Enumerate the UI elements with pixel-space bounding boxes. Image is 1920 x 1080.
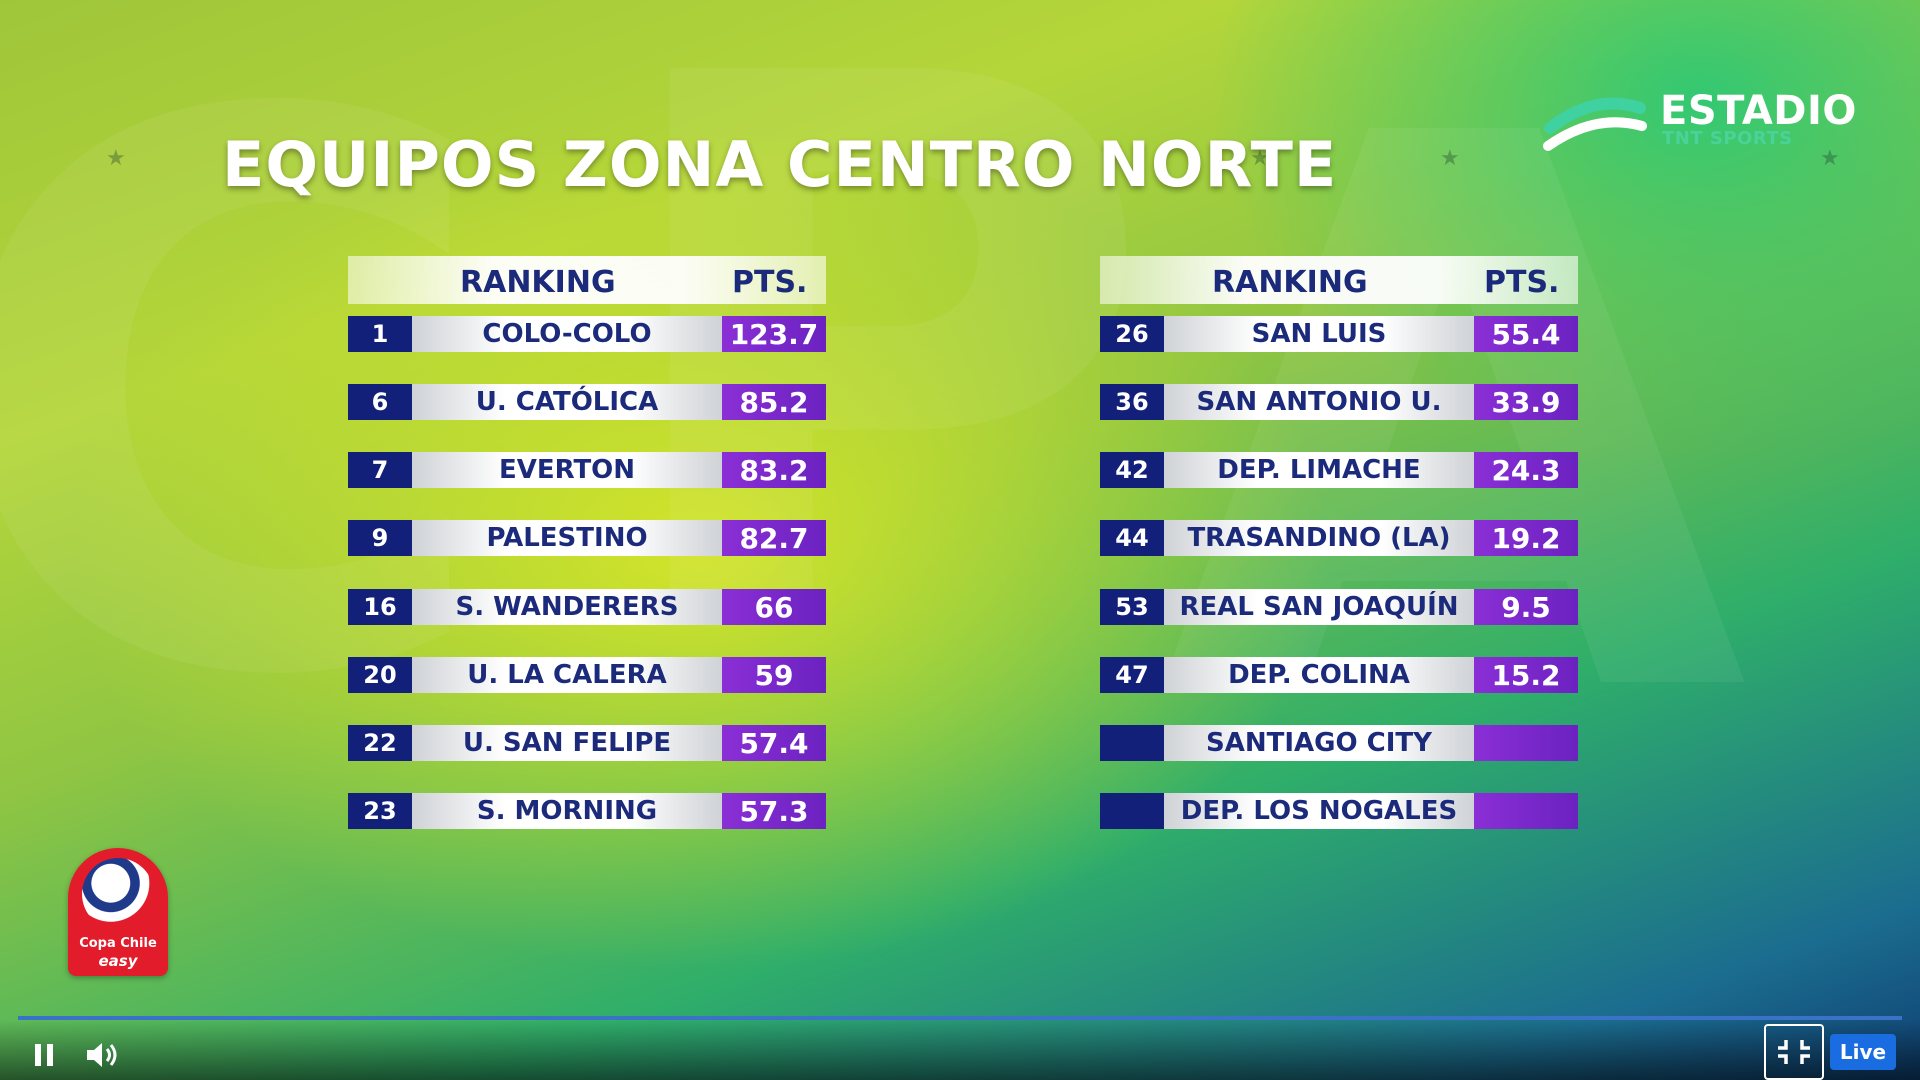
pts-cell: 82.7 — [722, 520, 826, 556]
page-title: EQUIPOS ZONA CENTRO NORTE — [222, 128, 1338, 201]
header-pts: PTS. — [1484, 265, 1560, 300]
pts-cell: 33.9 — [1474, 384, 1578, 420]
rank-cell: 36 — [1100, 384, 1164, 420]
pts-cell: 9.5 — [1474, 589, 1578, 625]
pts-cell: 57.3 — [722, 793, 826, 829]
copa-logo-line1: Copa Chile — [79, 936, 157, 951]
team-cell: REAL SAN JOAQUÍN — [1164, 589, 1474, 625]
exit-fullscreen-icon — [1778, 1040, 1810, 1064]
background-letter-p: P — [600, 0, 1158, 802]
logo-wordmark: ESTADIO — [1660, 88, 1857, 134]
team-cell: TRASANDINO (LA) — [1164, 520, 1474, 556]
team-cell: DEP. LOS NOGALES — [1164, 793, 1474, 829]
pts-cell: 55.4 — [1474, 316, 1578, 352]
rank-cell: 53 — [1100, 589, 1164, 625]
pts-cell: 83.2 — [722, 452, 826, 488]
rank-cell: 26 — [1100, 316, 1164, 352]
pts-cell: 19.2 — [1474, 520, 1578, 556]
team-cell: DEP. COLINA — [1164, 657, 1474, 693]
team-cell: PALESTINO — [412, 520, 722, 556]
rank-cell: 9 — [348, 520, 412, 556]
table-row: 6 U. CATÓLICA 85.2 — [348, 384, 826, 420]
team-cell: EVERTON — [412, 452, 722, 488]
rank-cell — [1100, 725, 1164, 761]
pts-cell: 59 — [722, 657, 826, 693]
copa-chile-logo: Copa Chile easy — [68, 848, 168, 976]
rank-cell: 1 — [348, 316, 412, 352]
ranking-table-left: RANKING PTS. 1 COLO-COLO 123.7 6 U. CATÓ… — [348, 256, 826, 829]
table-row: 16 S. WANDERERS 66 — [348, 589, 826, 625]
copa-logo-line2: easy — [98, 952, 138, 970]
pts-cell: 123.7 — [722, 316, 826, 352]
team-cell: SANTIAGO CITY — [1164, 725, 1474, 761]
rank-cell: 6 — [348, 384, 412, 420]
table-row: 20 U. LA CALERA 59 — [348, 657, 826, 693]
rank-cell: 23 — [348, 793, 412, 829]
team-cell: SAN LUIS — [1164, 316, 1474, 352]
rank-cell — [1100, 793, 1164, 829]
pts-cell: 85.2 — [722, 384, 826, 420]
pause-icon — [35, 1044, 41, 1066]
team-cell: COLO-COLO — [412, 316, 722, 352]
star-icon: ★ — [1440, 146, 1460, 171]
rank-cell: 42 — [1100, 452, 1164, 488]
rank-cell: 47 — [1100, 657, 1164, 693]
team-cell: U. CATÓLICA — [412, 384, 722, 420]
team-cell: U. LA CALERA — [412, 657, 722, 693]
pts-cell — [1474, 793, 1578, 829]
logo-subtext: TNT SPORTS — [1662, 128, 1793, 149]
table-row: DEP. LOS NOGALES — [1100, 793, 1578, 829]
table-row: 36 SAN ANTONIO U. 33.9 — [1100, 384, 1578, 420]
rank-cell: 22 — [348, 725, 412, 761]
exit-fullscreen-button[interactable] — [1764, 1024, 1824, 1080]
team-cell: S. MORNING — [412, 793, 722, 829]
table-header: RANKING PTS. — [1100, 256, 1578, 304]
rank-cell: 16 — [348, 589, 412, 625]
star-icon: ★ — [1250, 146, 1270, 171]
header-ranking: RANKING — [1212, 265, 1368, 300]
table-row: 53 REAL SAN JOAQUÍN 9.5 — [1100, 589, 1578, 625]
pause-icon — [47, 1044, 53, 1066]
table-row: 1 COLO-COLO 123.7 — [348, 316, 826, 352]
team-cell: S. WANDERERS — [412, 589, 722, 625]
table-row: 7 EVERTON 83.2 — [348, 452, 826, 488]
rank-cell: 20 — [348, 657, 412, 693]
pts-cell: 57.4 — [722, 725, 826, 761]
table-row: 22 U. SAN FELIPE 57.4 — [348, 725, 826, 761]
live-badge[interactable]: Live — [1830, 1034, 1896, 1070]
header-ranking: RANKING — [460, 265, 616, 300]
table-row: 9 PALESTINO 82.7 — [348, 520, 826, 556]
volume-icon — [87, 1043, 117, 1067]
progress-bar[interactable] — [18, 1016, 1902, 1020]
team-cell: SAN ANTONIO U. — [1164, 384, 1474, 420]
table-header: RANKING PTS. — [348, 256, 826, 304]
ball-icon — [82, 858, 154, 930]
table-row: 44 TRASANDINO (LA) 19.2 — [1100, 520, 1578, 556]
pts-cell — [1474, 725, 1578, 761]
star-icon: ★ — [106, 146, 126, 171]
pts-cell: 15.2 — [1474, 657, 1578, 693]
estadio-tnt-logo: ESTADIO TNT SPORTS — [1540, 84, 1856, 164]
pts-cell: 66 — [722, 589, 826, 625]
team-cell: U. SAN FELIPE — [412, 725, 722, 761]
table-row: 23 S. MORNING 57.3 — [348, 793, 826, 829]
team-cell: DEP. LIMACHE — [1164, 452, 1474, 488]
star-icon: ★ — [1820, 146, 1840, 171]
volume-button[interactable] — [84, 1040, 120, 1070]
tnt-logo-icon — [1543, 97, 1647, 151]
header-pts: PTS. — [732, 265, 808, 300]
table-row: 42 DEP. LIMACHE 24.3 — [1100, 452, 1578, 488]
table-row: 26 SAN LUIS 55.4 — [1100, 316, 1578, 352]
player-controls-bar — [0, 1020, 1920, 1080]
rank-cell: 44 — [1100, 520, 1164, 556]
pause-button[interactable] — [30, 1040, 60, 1070]
rank-cell: 7 — [348, 452, 412, 488]
table-row: SANTIAGO CITY — [1100, 725, 1578, 761]
ranking-table-right: RANKING PTS. 26 SAN LUIS 55.4 36 SAN ANT… — [1100, 256, 1578, 829]
table-row: 47 DEP. COLINA 15.2 — [1100, 657, 1578, 693]
pts-cell: 24.3 — [1474, 452, 1578, 488]
